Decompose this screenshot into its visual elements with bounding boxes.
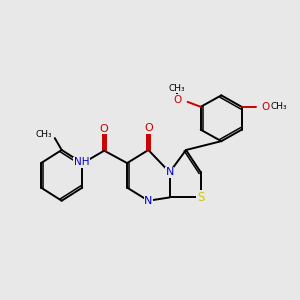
Text: O: O <box>100 124 109 134</box>
Text: N: N <box>165 167 174 177</box>
Text: O: O <box>173 95 181 105</box>
Text: CH₃: CH₃ <box>169 84 185 93</box>
Text: CH₃: CH₃ <box>35 130 52 139</box>
Text: S: S <box>197 191 204 204</box>
Text: O: O <box>144 123 153 133</box>
Text: O: O <box>261 102 270 112</box>
Text: CH₃: CH₃ <box>270 102 287 111</box>
Text: N: N <box>144 196 153 206</box>
Text: NH: NH <box>74 158 89 167</box>
